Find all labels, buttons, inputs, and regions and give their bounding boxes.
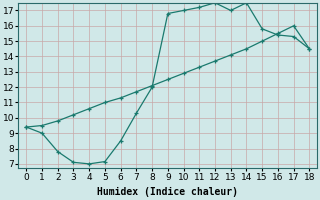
X-axis label: Humidex (Indice chaleur): Humidex (Indice chaleur)	[97, 187, 238, 197]
